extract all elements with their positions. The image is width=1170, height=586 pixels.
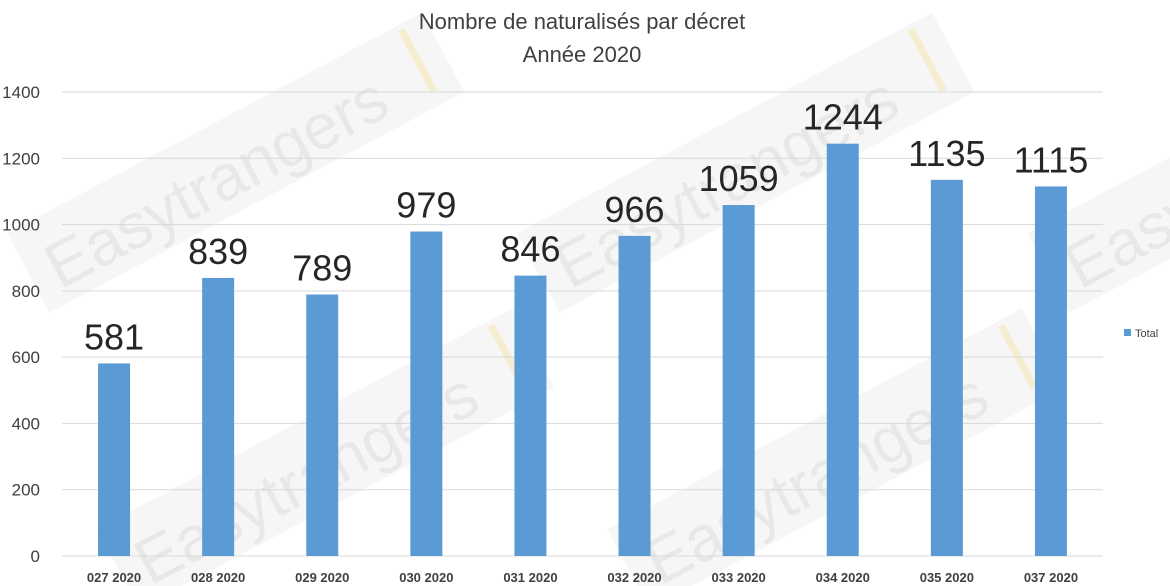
y-axis: 0 200 400 600 800 1000 1200 1400 [2, 83, 40, 566]
y-tick-label: 1400 [2, 83, 40, 102]
x-tick-label: 031 2020 [503, 570, 557, 585]
data-label: 1059 [699, 158, 779, 199]
x-tick-label: 037 2020 [1024, 570, 1078, 585]
bar [618, 235, 651, 556]
data-label: 979 [396, 185, 456, 226]
bar [306, 294, 339, 556]
bar [202, 277, 235, 556]
legend-label: Total [1135, 328, 1158, 340]
y-tick-label: 800 [12, 282, 40, 301]
chart-title-line: Année 2020 [523, 42, 642, 67]
data-labels: 581 839 789 979 846 966 1059 1244 1135 1115 [84, 97, 1088, 358]
bar [514, 275, 547, 556]
x-tick-label: 027 2020 [87, 570, 141, 585]
x-tick-label: 030 2020 [399, 570, 453, 585]
data-label: 581 [84, 316, 144, 357]
y-tick-label: 1200 [2, 149, 40, 168]
bar [930, 179, 963, 557]
gridlines [62, 91, 1103, 557]
legend: Total [1124, 328, 1158, 340]
x-tick-label: 029 2020 [295, 570, 349, 585]
watermark: Easytrangers Easytrangers EasytrangersEasy… [33, 27, 1170, 586]
data-label: 1135 [908, 133, 985, 174]
bars [98, 143, 1067, 557]
data-label: 789 [292, 248, 352, 289]
y-tick-label: 1000 [2, 216, 40, 235]
x-tick-label: 034 2020 [816, 570, 870, 585]
bar [410, 231, 443, 556]
legend-swatch [1124, 329, 1131, 336]
x-axis: 027 2020 028 2020 029 2020 030 2020 031 2020… [87, 570, 1078, 585]
y-tick-label: 200 [12, 481, 40, 500]
data-label: 1244 [803, 97, 883, 138]
data-label: 1115 [1014, 139, 1089, 180]
y-tick-label: 600 [12, 348, 40, 367]
watermark-accent [997, 323, 1038, 389]
bar [826, 143, 859, 556]
data-label: 966 [605, 189, 665, 230]
watermark-accent [907, 27, 948, 93]
data-label: 846 [500, 229, 560, 270]
x-tick-label: 032 2020 [607, 570, 661, 585]
x-tick-label: 028 2020 [191, 570, 245, 585]
watermark-accent [397, 27, 438, 93]
y-tick-label: 0 [31, 547, 40, 566]
chart-title: Nombre de naturalisés par décret Année 20… [419, 9, 746, 67]
x-tick-label: 033 2020 [712, 570, 766, 585]
data-label: 839 [188, 231, 248, 272]
y-tick-label: 400 [12, 414, 40, 433]
bar [1034, 186, 1067, 556]
bar [722, 205, 755, 556]
chart-title-line: Nombre de naturalisés par décret [419, 9, 746, 34]
bar [98, 363, 131, 556]
x-tick-label: 035 2020 [920, 570, 974, 585]
